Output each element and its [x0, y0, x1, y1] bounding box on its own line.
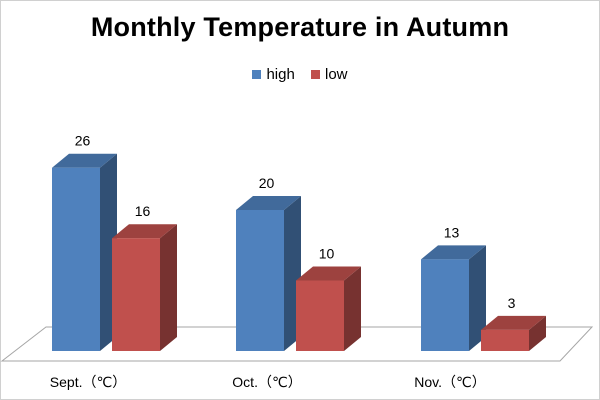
- legend-swatch-high: [252, 70, 262, 79]
- bar-high-1: [236, 210, 284, 351]
- legend-label-high: high: [266, 66, 295, 83]
- data-label-high-1: 20: [259, 175, 275, 191]
- category-label-1: Oct.（℃）: [232, 374, 301, 390]
- bar-low-1-side: [344, 266, 361, 351]
- bar-low-2-side: [529, 315, 546, 351]
- chart-title: Monthly Temperature in Autumn: [90, 12, 510, 42]
- legend-entry-high: high: [252, 66, 295, 83]
- bar-low-0-top: [112, 224, 177, 239]
- data-label-high-2: 13: [444, 224, 460, 240]
- legend-label-low: low: [325, 66, 348, 83]
- bar-low-2-top: [481, 315, 546, 330]
- data-label-high-0: 26: [75, 133, 91, 149]
- bar-low-2: [481, 329, 529, 351]
- category-label-0: Sept.（℃）: [50, 374, 126, 390]
- bar-high-2-top: [421, 245, 486, 260]
- bar-high-1-top: [236, 196, 301, 210]
- bar-low-1: [296, 280, 344, 351]
- bar-high-2-side: [469, 245, 486, 351]
- bar-high-0: [52, 167, 100, 351]
- legend: high low: [0, 66, 600, 83]
- bar-high-0-top: [52, 153, 117, 168]
- data-label-low-0: 16: [135, 203, 151, 219]
- data-label-low-2: 3: [508, 295, 516, 311]
- legend-entry-low: low: [311, 66, 348, 83]
- bar-low-0: [112, 238, 160, 351]
- bar-low-0-side: [160, 224, 177, 351]
- bar-high-2: [421, 259, 469, 351]
- bar-low-1-top: [296, 266, 361, 281]
- legend-swatch-low: [311, 70, 320, 79]
- category-label-2: Nov.（℃）: [414, 374, 485, 390]
- data-label-low-1: 10: [319, 246, 335, 262]
